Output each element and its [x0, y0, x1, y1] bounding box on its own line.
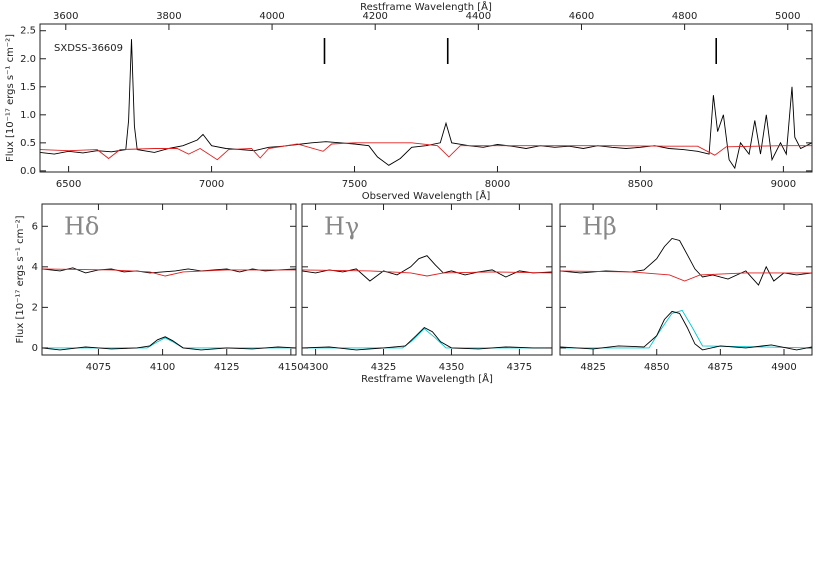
- y-axis-label: Flux [10⁻¹⁷ ergs s⁻¹ cm⁻²]: [15, 215, 26, 343]
- annotation: Hδ: [64, 213, 99, 241]
- x2-tick-label: 5000: [775, 11, 800, 22]
- x2-axis-label: Restframe Wavelength [Å]: [360, 0, 492, 13]
- x-tick-label: 4850: [644, 362, 669, 373]
- x-tick-label: 8500: [628, 179, 653, 190]
- x-tick-label: 4325: [371, 362, 396, 373]
- spectrum-line: [301, 255, 553, 282]
- y-tick-label: 2: [32, 302, 38, 313]
- y-tick-label: 6: [32, 221, 38, 232]
- plot-frame: [559, 203, 813, 356]
- annotation: Hγ: [324, 213, 359, 241]
- x2-tick-label: 3600: [53, 11, 78, 22]
- x-tick-label: 8000: [485, 179, 510, 190]
- x-tick-label: 4875: [708, 362, 733, 373]
- x-tick-label: 4900: [771, 362, 796, 373]
- x-tick-label: 7000: [199, 179, 224, 190]
- spectrum-line: [559, 237, 813, 286]
- x-axis-label: Restframe Wavelength [Å]: [361, 372, 493, 385]
- spectrum-line: [301, 269, 553, 277]
- spectrum-line: [559, 310, 813, 351]
- x2-tick-label: 3800: [156, 11, 181, 22]
- spectrum-line: [42, 337, 296, 349]
- x2-tick-label: 4200: [362, 11, 387, 22]
- plot-frame: [301, 203, 553, 356]
- x-tick-label: 4100: [150, 362, 175, 373]
- y-axis-label: Flux [10⁻¹⁷ ergs s⁻¹ cm⁻²]: [5, 34, 16, 162]
- y-tick-label: 0.0: [20, 166, 36, 177]
- x-tick-label: 7500: [342, 179, 367, 190]
- annotation: Hβ: [582, 213, 617, 241]
- y-tick-label: 2.0: [20, 54, 36, 65]
- y-tick-label: 1.5: [20, 82, 36, 93]
- annotation: SXDSS-36609: [54, 43, 123, 54]
- x2-tick-label: 4000: [259, 11, 284, 22]
- x-tick-label: 4150: [278, 362, 303, 373]
- y-tick-label: 2.5: [20, 26, 36, 37]
- x2-tick-label: 4400: [466, 11, 491, 22]
- x-tick-label: 9000: [771, 179, 796, 190]
- plot-frame: [39, 23, 813, 173]
- x-tick-label: 4125: [214, 362, 239, 373]
- x-tick-label: 4350: [439, 362, 464, 373]
- spectrum-line: [39, 39, 813, 170]
- x-tick-label: 4825: [580, 362, 605, 373]
- plot-frame: [41, 203, 297, 356]
- spectrum-line: [41, 336, 297, 351]
- y-tick-label: 0: [32, 343, 38, 354]
- x-tick-label: 4300: [303, 362, 328, 373]
- x-tick-label: 6500: [56, 179, 81, 190]
- x-tick-label: 4075: [86, 362, 111, 373]
- x2-tick-label: 4600: [569, 11, 594, 22]
- spectrum-line: [41, 268, 296, 277]
- x2-tick-label: 4800: [672, 11, 697, 22]
- y-tick-label: 1.0: [20, 110, 36, 121]
- spectrum-line: [301, 327, 552, 351]
- spectrum-line: [41, 267, 297, 274]
- x-tick-label: 4375: [507, 362, 532, 373]
- spectrum-line: [39, 142, 812, 161]
- spectrum-line: [302, 328, 552, 349]
- y-tick-label: 0.5: [20, 138, 36, 149]
- x-axis-label: Observed Wavelength [Å]: [362, 189, 491, 202]
- spectrum-line: [559, 270, 812, 282]
- y-tick-label: 4: [32, 262, 38, 273]
- spectrum-line: [560, 309, 813, 349]
